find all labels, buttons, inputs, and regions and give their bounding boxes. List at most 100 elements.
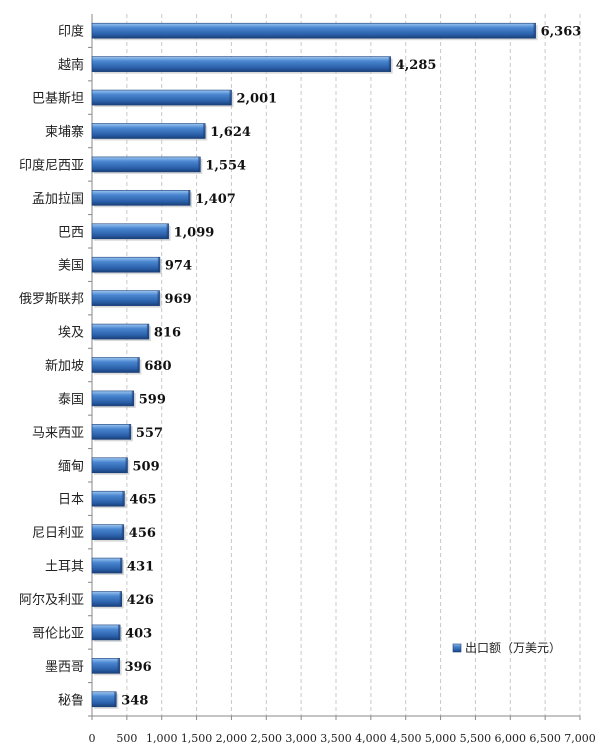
category-label: 泰国 <box>58 392 84 407</box>
value-label: 403 <box>125 626 152 641</box>
category-label: 新加坡 <box>45 358 84 374</box>
bar <box>91 290 160 306</box>
bar <box>91 390 135 407</box>
legend-swatch <box>452 643 462 653</box>
bar <box>91 457 128 474</box>
x-tick-label: 2,500 <box>251 732 283 745</box>
value-label: 509 <box>132 459 159 474</box>
category-label: 马来西亚 <box>32 426 84 441</box>
value-label: 1,554 <box>205 158 246 173</box>
bar-end-cap <box>117 658 120 674</box>
value-label: 1,099 <box>174 225 215 240</box>
value-label: 816 <box>154 326 181 341</box>
value-label: 2,001 <box>236 92 277 107</box>
bar <box>91 591 122 607</box>
category-label: 日本 <box>58 493 84 508</box>
value-label: 974 <box>165 259 192 274</box>
bar <box>91 357 140 373</box>
legend: 出口额（万美元） <box>452 641 561 655</box>
x-tick-label: 4,000 <box>355 732 387 745</box>
bars <box>91 22 538 709</box>
x-tick-label: 2,000 <box>216 732 248 745</box>
value-label: 557 <box>136 426 163 441</box>
bar <box>91 424 132 440</box>
value-label: 1,407 <box>195 192 236 207</box>
bar <box>91 524 125 540</box>
category-label: 柬埔寨 <box>45 124 84 140</box>
bar <box>91 89 232 106</box>
x-tick-label: 1,500 <box>181 732 213 745</box>
value-label: 1,624 <box>210 125 251 140</box>
bar-end-cap <box>203 123 206 139</box>
value-label: 969 <box>165 292 192 307</box>
x-tick-label: 7,000 <box>564 732 596 745</box>
bar-end-cap <box>131 390 134 406</box>
value-label: 599 <box>139 392 166 407</box>
category-label: 越南 <box>58 57 84 73</box>
category-label: 俄罗斯联邦 <box>19 292 84 307</box>
x-tick-label: 1,000 <box>146 732 178 745</box>
category-label: 秘鲁 <box>58 693 84 708</box>
category-label: 埃及 <box>58 326 84 341</box>
x-tick-label: 6,000 <box>495 732 527 745</box>
category-label: 美国 <box>58 259 84 274</box>
value-label: 456 <box>129 526 156 541</box>
bar-end-cap <box>125 457 128 473</box>
x-tick-label: 5,000 <box>425 732 457 745</box>
bar <box>91 691 117 708</box>
bar <box>91 56 392 72</box>
value-label: 6,363 <box>541 25 582 40</box>
value-label: 680 <box>144 359 171 374</box>
bar <box>91 256 161 273</box>
value-label: 431 <box>127 560 154 575</box>
category-label: 巴基斯坦 <box>32 92 84 107</box>
bar-end-cap <box>121 524 124 540</box>
axes: 0 500 1,000 1,500 2,000 2,500 3,000 3,500 4,000 4… <box>88 14 596 745</box>
bar-end-cap <box>157 257 160 273</box>
bar <box>91 323 150 340</box>
value-label: 465 <box>129 493 156 508</box>
x-tick-label: 500 <box>116 732 137 745</box>
category-label: 印度 <box>58 24 84 40</box>
bar <box>91 156 201 173</box>
category-label: 哥伦比亚 <box>32 626 84 641</box>
category-label: 巴西 <box>58 225 84 240</box>
gridlines <box>126 14 581 716</box>
bar-end-cap <box>198 156 201 172</box>
x-tick-label: 6,500 <box>529 732 561 745</box>
x-tick-label: 4,500 <box>390 732 422 745</box>
bar <box>91 557 123 574</box>
x-tick-label: 0 <box>89 732 96 745</box>
bar-end-cap <box>166 223 169 239</box>
value-label: 396 <box>125 660 152 675</box>
bar <box>91 223 169 240</box>
bar <box>91 624 121 641</box>
value-label: 4,285 <box>396 58 437 73</box>
bar-end-cap <box>146 324 149 340</box>
bar <box>91 22 536 39</box>
x-tick-label: 3,000 <box>285 732 317 745</box>
category-label: 土耳其 <box>45 560 84 575</box>
bar <box>91 490 125 507</box>
x-tick-label: 3,500 <box>320 732 352 745</box>
bar-end-cap <box>533 23 536 39</box>
bar-end-cap <box>388 56 391 72</box>
bar <box>91 190 191 206</box>
value-label: 426 <box>127 593 154 608</box>
bar-end-cap <box>157 290 160 306</box>
bar-end-cap <box>229 90 232 106</box>
category-label: 孟加拉国 <box>32 192 84 207</box>
bar-end-cap <box>118 624 121 640</box>
bar-end-cap <box>119 591 122 607</box>
bar-end-cap <box>128 424 131 440</box>
bar-end-cap <box>188 190 191 206</box>
bar <box>91 658 120 674</box>
x-tick-label: 5,500 <box>460 732 492 745</box>
bar-end-cap <box>114 691 117 707</box>
bar <box>91 123 206 139</box>
category-label: 阿尔及利亚 <box>19 593 84 608</box>
labels: 印度 6,363 越南 4,285 巴基斯坦 2,001 柬埔寨 1,624 印度尼西亚 1,55… <box>19 24 581 709</box>
bar-end-cap <box>122 491 125 507</box>
bar-end-cap <box>120 558 123 574</box>
